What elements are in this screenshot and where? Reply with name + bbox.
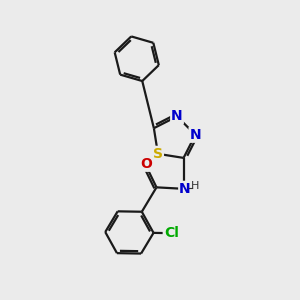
Text: N: N bbox=[171, 110, 183, 123]
Text: Cl: Cl bbox=[164, 226, 178, 240]
Text: N: N bbox=[190, 128, 201, 142]
Text: H: H bbox=[190, 182, 199, 191]
Text: O: O bbox=[140, 157, 152, 171]
Text: N: N bbox=[179, 182, 191, 196]
Text: S: S bbox=[153, 147, 163, 161]
